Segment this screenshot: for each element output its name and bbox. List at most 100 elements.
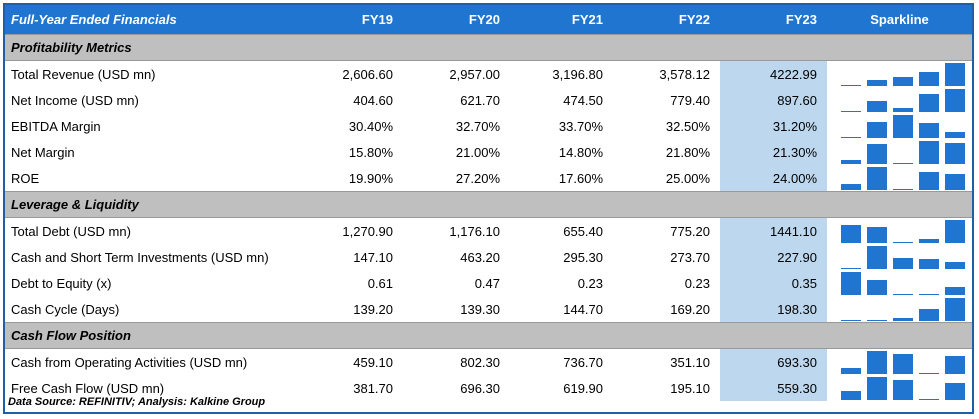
- sparkline-bar: [867, 80, 887, 86]
- value-cell-fy21: 17.60%: [558, 170, 603, 186]
- row-label: EBITDA Margin: [11, 118, 101, 134]
- sparkline-bar: [893, 318, 913, 321]
- sparkline-bar: [841, 268, 861, 269]
- sparkline-bar: [867, 122, 887, 138]
- sparkline-chart: [841, 114, 966, 138]
- table-row: Cash Cycle (Days) 139.20 139.30 144.70 169.2…: [5, 296, 972, 323]
- sparkline-bar: [893, 189, 913, 190]
- sparkline-bar: [945, 298, 965, 321]
- sparkline-bar: [893, 354, 913, 374]
- sparkline-cell: [827, 87, 972, 113]
- table-row: Debt to Equity (x) 0.61 0.47 0.23 0.23 0.35: [5, 270, 972, 296]
- sparkline-bar: [919, 123, 939, 138]
- value-cell-fy21: 33.70%: [558, 118, 603, 134]
- value-cell-fy20: 2,957.00: [449, 66, 500, 82]
- value-cell-fy19: 0.61: [367, 275, 393, 291]
- sparkline-cell: [827, 296, 972, 323]
- sparkline-bar: [945, 220, 965, 243]
- sparkline-bar: [893, 163, 913, 164]
- value-cell-fy23: 198.30: [720, 296, 827, 323]
- sparkline-bar: [867, 351, 887, 374]
- sparkline-bar: [919, 239, 939, 243]
- sparkline-cell: [827, 270, 972, 296]
- table-header-row: Full-Year Ended Financials FY19 FY20 FY2…: [5, 5, 972, 35]
- section-header-row: Leverage & Liquidity: [5, 191, 972, 218]
- value-cell-fy22: 0.23: [684, 275, 710, 291]
- value-cell-fy19: 30.40%: [348, 118, 393, 134]
- value-cell-fy20: 27.20%: [455, 170, 500, 186]
- sparkline-bar: [945, 63, 965, 86]
- value-cell-fy19: 404.60: [353, 92, 393, 108]
- section-header-row: Profitability Metrics: [5, 34, 972, 61]
- sparkline-bar: [945, 287, 965, 295]
- sparkline-chart: [841, 376, 966, 400]
- value-cell-fy20: 802.30: [460, 354, 500, 370]
- value-cell-fy19: 139.20: [353, 301, 393, 317]
- table-row: Total Debt (USD mn) 1,270.90 1,176.10 655.4…: [5, 217, 972, 245]
- value-cell-fy23: 24.00%: [720, 165, 827, 192]
- value-cell-fy23: 227.90: [720, 244, 827, 270]
- sparkline-bar: [919, 141, 939, 164]
- year-header-fy23: FY23: [720, 5, 827, 35]
- row-label: Net Margin: [11, 144, 75, 160]
- sparkline-bar: [919, 373, 939, 374]
- sparkline-chart: [841, 271, 966, 295]
- sparkline-bar: [867, 280, 887, 295]
- sparkline-bar: [867, 144, 887, 164]
- sparkline-chart: [841, 140, 966, 164]
- sparkline-bar: [841, 85, 861, 86]
- data-source-footer: Data Source: REFINITIV; Analysis: Kalkin…: [8, 396, 266, 408]
- value-cell-fy20: 463.20: [460, 249, 500, 265]
- year-header-fy21: FY21: [510, 5, 613, 35]
- value-cell-fy22: 3,578.12: [659, 66, 710, 82]
- value-cell-fy22: 32.50%: [665, 118, 710, 134]
- sparkline-bar: [841, 368, 861, 374]
- table-row: Cash from Operating Activities (USD mn) 4…: [5, 348, 972, 375]
- financials-table-frame: Full-Year Ended Financials FY19 FY20 FY2…: [3, 3, 974, 414]
- sparkline-bar: [867, 377, 887, 400]
- sparkline-cell: [827, 61, 972, 88]
- value-cell-fy22: 169.20: [670, 301, 710, 317]
- value-cell-fy22: 351.10: [670, 354, 710, 370]
- sparkline-bar: [919, 72, 939, 86]
- sparkline-bar: [919, 294, 939, 295]
- year-header-fy20: FY20: [403, 5, 510, 35]
- sparkline-bar: [841, 225, 861, 243]
- value-cell-fy21: 144.70: [563, 301, 603, 317]
- table-row: Cash and Short Term Investments (USD mn)…: [5, 244, 972, 270]
- sparkline-bar: [945, 143, 965, 164]
- value-cell-fy20: 696.30: [460, 380, 500, 396]
- table-row: ROE 19.90% 27.20% 17.60% 25.00% 24.00%: [5, 165, 972, 192]
- value-cell-fy19: 2,606.60: [342, 66, 393, 82]
- value-cell-fy23: 897.60: [720, 87, 827, 113]
- value-cell-fy22: 195.10: [670, 380, 710, 396]
- sparkline-bar: [945, 356, 965, 374]
- value-cell-fy19: 15.80%: [348, 144, 393, 160]
- value-cell-fy22: 273.70: [670, 249, 710, 265]
- row-label: Cash Cycle (Days): [11, 301, 120, 317]
- value-cell-fy21: 474.50: [563, 92, 603, 108]
- sparkline-chart: [841, 166, 966, 190]
- sparkline-bar: [867, 167, 887, 190]
- year-header-fy19: FY19: [305, 5, 403, 35]
- sparkline-bar: [893, 294, 913, 295]
- sparkline-bar: [945, 132, 965, 138]
- table-row: Net Margin 15.80% 21.00% 14.80% 21.80% 21.30%: [5, 139, 972, 165]
- row-label: Total Debt (USD mn): [11, 223, 131, 239]
- sparkline-cell: [827, 218, 972, 245]
- value-cell-fy23: 21.30%: [720, 139, 827, 165]
- value-cell-fy20: 1,176.10: [449, 223, 500, 239]
- row-label: Net Income (USD mn): [11, 92, 139, 108]
- sparkline-bar: [893, 77, 913, 86]
- table-row: Total Revenue (USD mn) 2,606.60 2,957.00 3,…: [5, 60, 972, 88]
- sparkline-bar: [919, 94, 939, 112]
- row-label: Total Revenue (USD mn): [11, 66, 156, 82]
- value-cell-fy23: 559.30: [720, 375, 827, 401]
- sparkline-bar: [841, 391, 861, 400]
- sparkline-chart: [841, 297, 966, 321]
- row-label: Debt to Equity (x): [11, 275, 112, 291]
- row-label: ROE: [11, 170, 40, 186]
- value-cell-fy23: 31.20%: [720, 113, 827, 139]
- value-cell-fy21: 3,196.80: [552, 66, 603, 82]
- sparkline-chart: [841, 88, 966, 112]
